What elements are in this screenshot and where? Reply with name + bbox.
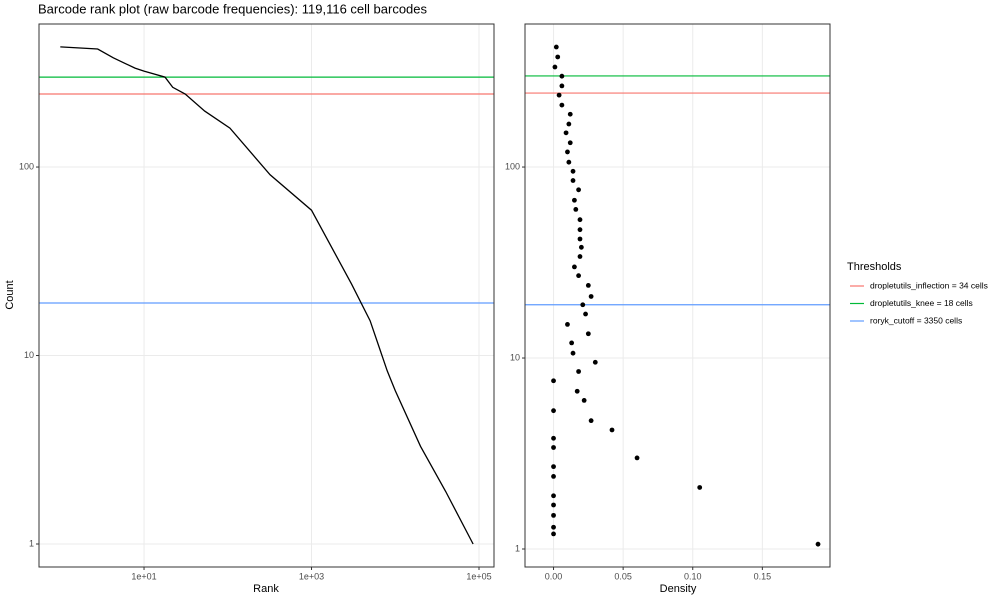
y-tick-label: 100 bbox=[19, 161, 34, 171]
point bbox=[559, 102, 565, 108]
point bbox=[553, 44, 559, 50]
point bbox=[572, 197, 577, 203]
point bbox=[556, 92, 562, 98]
point bbox=[551, 464, 556, 470]
point bbox=[559, 83, 565, 89]
point bbox=[580, 302, 586, 308]
point bbox=[551, 435, 556, 441]
x-tick-label: 0.05 bbox=[614, 571, 632, 581]
point bbox=[567, 111, 573, 117]
x-tick-label: 1e+01 bbox=[131, 571, 156, 581]
y-tick-label: 1 bbox=[29, 538, 34, 548]
rank-line bbox=[60, 46, 474, 545]
point bbox=[585, 331, 591, 337]
point bbox=[565, 149, 570, 155]
plot-background bbox=[39, 24, 494, 567]
point bbox=[572, 264, 577, 270]
point bbox=[592, 359, 598, 365]
point bbox=[581, 397, 587, 403]
point bbox=[551, 493, 556, 499]
panel-border bbox=[38, 23, 495, 568]
point bbox=[551, 473, 556, 479]
point bbox=[565, 321, 570, 327]
point bbox=[574, 388, 580, 394]
point bbox=[577, 217, 583, 223]
y-tick-label: 10 bbox=[24, 350, 34, 360]
point bbox=[555, 54, 561, 60]
point bbox=[569, 340, 575, 346]
point bbox=[634, 455, 640, 461]
point bbox=[551, 502, 556, 508]
point bbox=[559, 73, 565, 79]
plot-background bbox=[525, 24, 830, 567]
legend-label: dropletutils_inflection = 34 cells bbox=[870, 280, 988, 290]
point bbox=[570, 178, 576, 183]
point bbox=[551, 445, 556, 450]
x-axis-title: Density bbox=[660, 583, 697, 595]
point bbox=[576, 273, 581, 279]
point bbox=[566, 159, 572, 165]
point bbox=[576, 369, 581, 374]
point bbox=[577, 236, 583, 242]
legend-title: Thresholds bbox=[847, 261, 902, 273]
point bbox=[551, 408, 556, 414]
panel-border bbox=[524, 23, 831, 568]
point bbox=[573, 207, 579, 212]
y-axis-title: Count bbox=[4, 280, 16, 309]
y-tick-label: 100 bbox=[505, 161, 520, 171]
x-tick-label: 0.10 bbox=[684, 571, 702, 581]
x-tick-label: 0.15 bbox=[754, 571, 772, 581]
x-tick-label: 1e+05 bbox=[466, 571, 491, 581]
y-tick-label: 1 bbox=[515, 543, 520, 553]
x-tick-label: 1e+03 bbox=[299, 571, 324, 581]
point bbox=[588, 418, 594, 424]
point bbox=[576, 187, 581, 193]
legend-label: roryk_cutoff = 3350 cells bbox=[870, 315, 962, 325]
point bbox=[551, 512, 556, 518]
point bbox=[567, 140, 573, 146]
point bbox=[583, 311, 588, 317]
point bbox=[577, 254, 583, 259]
point bbox=[609, 427, 615, 433]
x-axis-title: Rank bbox=[253, 583, 279, 595]
point bbox=[551, 531, 556, 537]
point bbox=[552, 64, 558, 70]
point bbox=[551, 378, 556, 384]
y-tick-label: 10 bbox=[510, 352, 520, 362]
point bbox=[585, 283, 591, 288]
legend-label: dropletutils_knee = 18 cells bbox=[870, 298, 973, 308]
chart-title: Barcode rank plot (raw barcode frequenci… bbox=[38, 1, 428, 16]
point bbox=[570, 168, 576, 174]
point bbox=[570, 350, 576, 356]
point bbox=[697, 485, 703, 490]
point bbox=[551, 524, 556, 530]
point bbox=[563, 130, 569, 136]
point bbox=[566, 121, 572, 127]
point bbox=[577, 227, 583, 233]
point bbox=[588, 294, 594, 299]
point bbox=[578, 244, 584, 250]
x-tick-label: 0.00 bbox=[545, 571, 563, 581]
point bbox=[815, 541, 821, 547]
